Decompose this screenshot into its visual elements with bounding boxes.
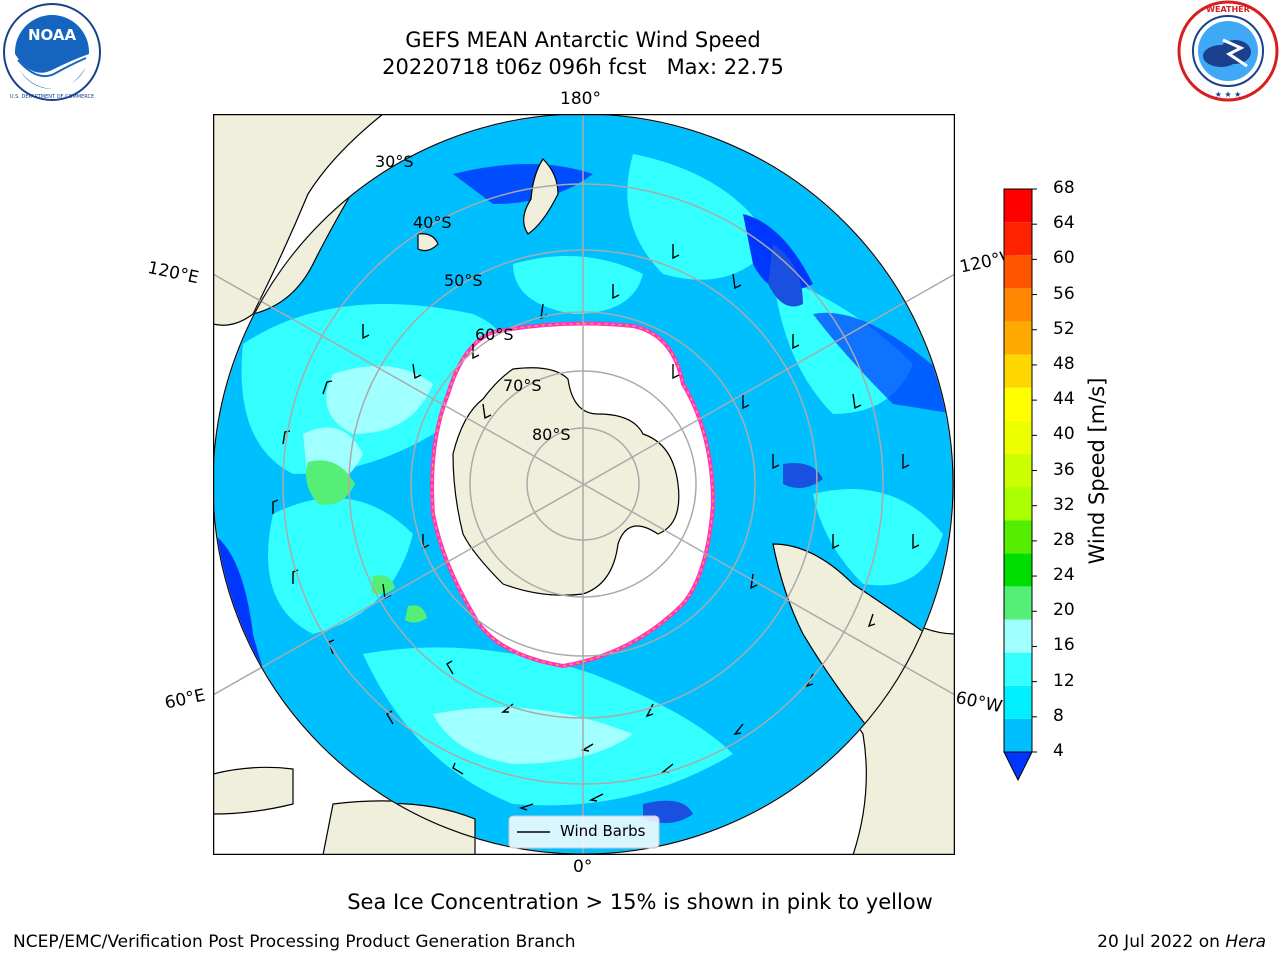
colorbar-segment [1004,354,1032,388]
colorbar-tick-label: 12 [1053,670,1075,691]
colorbar-tick-label: 64 [1053,213,1075,234]
nws-logo: WEATHER ★ ★ ★ [1177,0,1279,102]
colorbar-segment [1004,189,1032,223]
colorbar-tick-label: 52 [1053,318,1075,339]
colorbar-segment [1004,487,1032,521]
svg-text:★ ★ ★: ★ ★ ★ [1215,90,1242,99]
colorbar-segment [1004,520,1032,554]
colorbar-tick-label: 8 [1053,705,1064,726]
colorbar-tick-label: 44 [1053,389,1075,410]
colorbar-segment [1004,586,1032,620]
colorbar-tick-label: 16 [1053,635,1075,656]
map-subtitle: 20220718 t06z 096h fcst Max: 22.75 [382,55,784,79]
colorbar-tick-label: 24 [1053,565,1075,586]
sea-ice-caption: Sea Ice Concentration > 15% is shown in … [347,890,933,914]
footer-left: NCEP/EMC/Verification Post Processing Pr… [13,932,576,952]
colorbar-tick-label: 20 [1053,600,1075,621]
colorbar-segment [1004,321,1032,355]
lat-label-80: 80°S [532,425,571,444]
legend-label: Wind Barbs [560,822,646,840]
colorbar [1003,188,1037,782]
svg-text:NOAA: NOAA [28,26,77,44]
colorbar-label: Wind Speed [m/s] [1085,377,1109,565]
colorbar-segment [1004,685,1032,719]
colorbar-tick-label: 68 [1053,178,1075,198]
lat-label-50: 50°S [444,271,483,290]
lat-label-40: 40°S [413,213,452,232]
lat-label-70: 70°S [503,376,542,395]
lon-label-left-upper: 120°E [145,258,201,289]
lat-label-30: 30°S [375,152,414,171]
colorbar-segment [1004,255,1032,289]
polar-map [213,114,955,855]
colorbar-tick-label: 28 [1053,529,1075,550]
colorbar-segment [1004,222,1032,256]
colorbar-segment [1004,652,1032,686]
lon-label-top: 180° [560,89,601,109]
lon-label-left-lower: 60°E [163,685,208,714]
lon-label-right-lower: 60°W [953,688,1004,718]
colorbar-tick-label: 36 [1053,459,1075,480]
colorbar-segment [1004,453,1032,488]
colorbar-tick-label: 56 [1053,283,1075,304]
colorbar-tick-label: 4 [1053,741,1064,761]
footer-date: 20 Jul 2022 on [1097,932,1220,952]
colorbar-tick-label: 32 [1053,494,1075,515]
colorbar-segment [1004,619,1032,653]
colorbar-segment [1004,420,1032,454]
noaa-logo: NOAA U.S. DEPARTMENT OF COMMERCE [3,3,101,101]
colorbar-tick-label: 60 [1053,248,1075,269]
colorbar-segment [1004,718,1032,752]
svg-text:WEATHER: WEATHER [1206,5,1250,14]
legend [508,815,660,849]
lat-label-60: 60°S [475,325,514,344]
colorbar-extend-triangle [1003,751,1033,782]
footer-right: 20 Jul 2022 on Hera [1097,932,1266,952]
map-title: GEFS MEAN Antarctic Wind Speed [405,28,761,52]
colorbar-tick-label: 48 [1053,353,1075,374]
footer-host: Hera [1225,932,1266,952]
svg-text:U.S. DEPARTMENT OF COMMERCE: U.S. DEPARTMENT OF COMMERCE [10,94,94,100]
colorbar-segment [1004,387,1032,421]
antarctica [452,367,680,596]
colorbar-tick-label: 40 [1053,424,1075,445]
lon-label-bottom: 0° [573,857,593,877]
colorbar-segment [1004,553,1032,587]
colorbar-segment [1004,288,1032,322]
